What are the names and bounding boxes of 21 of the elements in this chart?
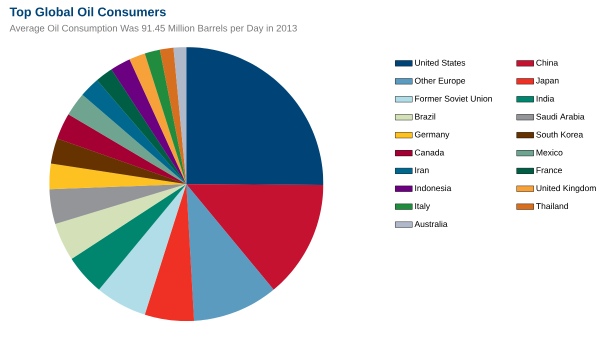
legend-label: Japan (536, 78, 559, 86)
legend-label: India (536, 95, 554, 102)
legend-label: United Kingdom (536, 184, 596, 193)
legend-label: Indonesia (415, 184, 452, 192)
legend-label: France (536, 167, 562, 174)
legend-label: Mexico (536, 149, 562, 156)
legend-label: Canada (414, 149, 444, 156)
legend-label: Italy (415, 202, 430, 211)
chart-title: Top Global Oil Consumers (10, 7, 166, 19)
legend-label: Thailand (536, 202, 568, 210)
legend-label: Iran (415, 167, 429, 174)
legend-label: Brazil (415, 113, 436, 120)
legend-label: Australia (414, 220, 448, 228)
legend-label: Germany (414, 131, 450, 140)
legend-label: South Korea (536, 131, 584, 138)
legend-label: Saudi Arabia (536, 113, 585, 120)
legend-label: Other Europe (414, 77, 466, 86)
legend-label: United States (415, 59, 466, 66)
legend-label: Former Soviet Union (415, 95, 492, 102)
legend-label: China (536, 59, 558, 66)
chart-subtitle: Average Oil Consumption Was 91.45 Million Barrels per Day in 2013 (10, 24, 297, 34)
